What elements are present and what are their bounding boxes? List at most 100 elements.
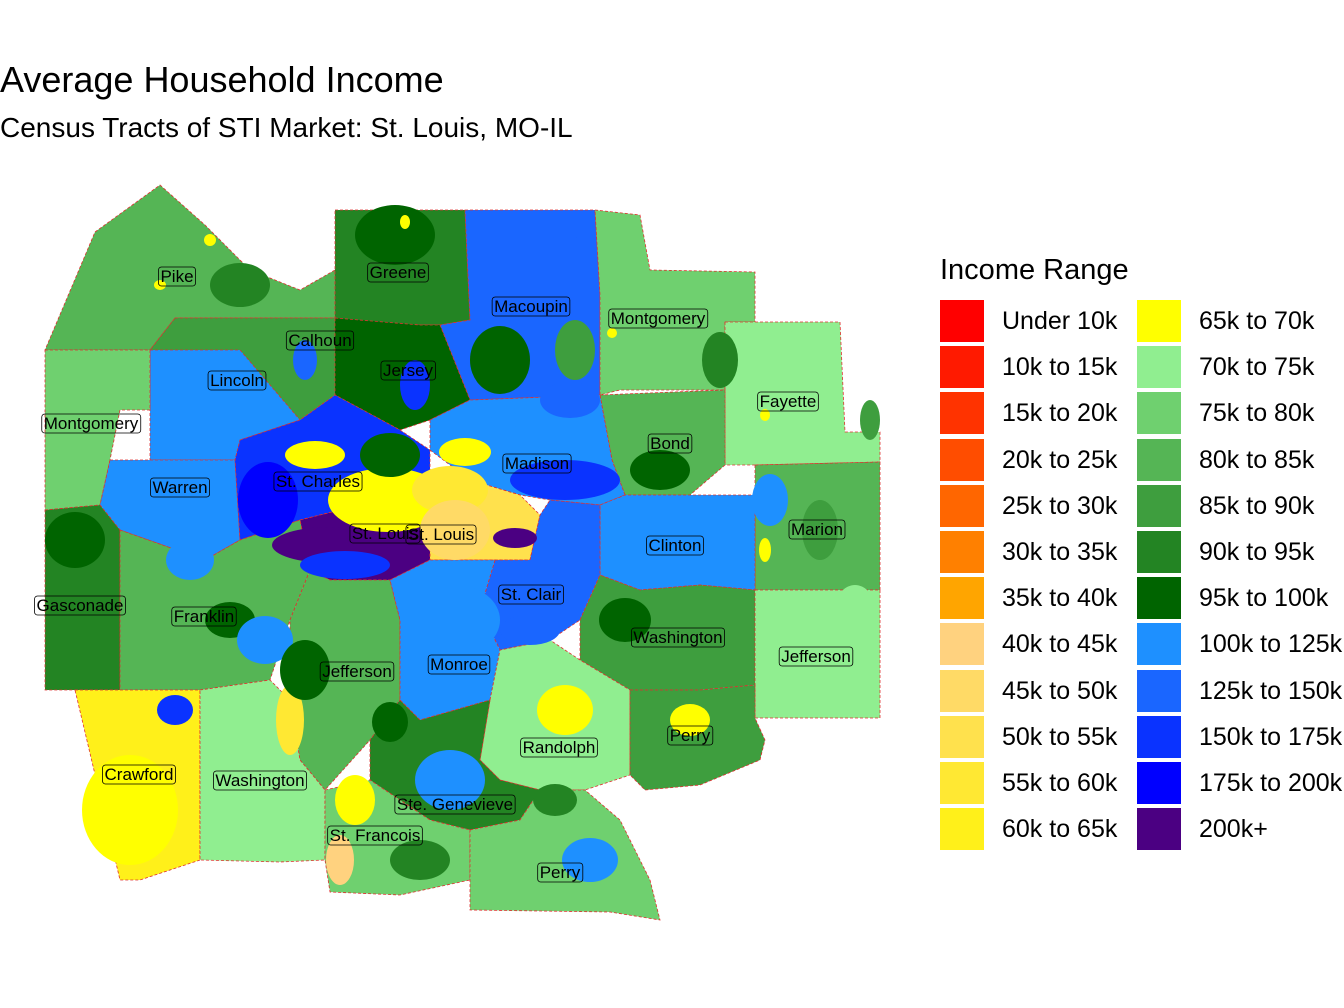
legend-swatch <box>940 346 984 389</box>
legend-swatch <box>1137 484 1181 527</box>
legend-label: 60k to 65k <box>1002 815 1118 844</box>
tract-patch <box>752 474 788 526</box>
county-label-text: Washington <box>633 628 722 647</box>
legend-label: 100k to 125k <box>1199 630 1343 659</box>
county-label-text: Jefferson <box>322 662 392 681</box>
county-label-box <box>380 360 436 381</box>
tract-patch <box>412 466 488 514</box>
tract-patch <box>285 441 345 469</box>
tract-patch <box>535 235 595 305</box>
tract-patch <box>802 500 838 560</box>
county-label-box <box>158 266 196 287</box>
legend-swatch <box>940 761 984 804</box>
tract-patch <box>326 835 354 885</box>
county-label: Perry <box>667 725 714 746</box>
tract-patch <box>157 695 193 725</box>
county-label-text: Pike <box>160 267 193 286</box>
county-label-box <box>327 825 423 846</box>
legend-swatch <box>940 438 984 481</box>
tract-patch <box>166 540 214 580</box>
county-label: Montgomery <box>41 413 142 434</box>
legend-swatch <box>940 300 984 342</box>
county-label-text: Monroe <box>430 655 488 674</box>
county-label-box <box>647 433 693 454</box>
county-label-text: Clinton <box>649 536 702 555</box>
map-subtitle: Census Tracts of STI Market: St. Louis, … <box>0 112 573 143</box>
county-label: Randolph <box>520 737 598 758</box>
county-label-text: Ste. Genevieve <box>397 795 513 814</box>
county-label-box <box>520 737 598 758</box>
county-label-text: St. Clair <box>501 585 562 604</box>
legend-label: 85k to 90k <box>1199 491 1315 520</box>
tract-patch <box>470 326 530 394</box>
tract-patch <box>670 704 710 736</box>
tract-patch <box>630 450 690 490</box>
county-region <box>629 684 766 791</box>
legend-swatch <box>940 392 984 435</box>
county-label-text: Gasconade <box>37 596 124 615</box>
county-label: Greene <box>367 262 429 283</box>
county-label-box <box>102 764 176 785</box>
county-label: Clinton <box>646 535 704 556</box>
county-label-box <box>367 262 429 283</box>
county-label: Warren <box>150 477 210 498</box>
county-label: Montgomery <box>608 308 709 329</box>
county-label: Franklin <box>171 606 237 627</box>
tract-patch <box>400 360 430 410</box>
tract-patch <box>500 615 560 645</box>
county-label: St. Francois <box>327 825 423 846</box>
legend-label: 10k to 15k <box>1002 353 1118 382</box>
county-label-text: Crawford <box>105 765 174 784</box>
tract-patch <box>280 640 330 700</box>
county-label: Bond <box>647 433 693 454</box>
legend-label: 35k to 40k <box>1002 584 1118 613</box>
county-label-text: Jersey <box>383 361 434 380</box>
county-label-text: St. Francois <box>330 826 421 845</box>
tract-patch <box>420 500 490 560</box>
tract-patch <box>360 433 420 477</box>
county-label-box <box>788 519 846 540</box>
county-label: Jefferson <box>778 646 854 667</box>
tract-patch <box>555 320 595 380</box>
legend-label: 175k to 200k <box>1199 768 1343 797</box>
tract-patch <box>372 702 408 742</box>
legend-swatch <box>1137 808 1181 851</box>
county-label-box <box>427 654 491 675</box>
legend-label: 45k to 50k <box>1002 676 1118 705</box>
legend-swatch <box>1137 623 1181 666</box>
legend-swatch <box>1137 392 1181 435</box>
legend-swatch <box>1137 438 1181 481</box>
county-label-box <box>608 308 709 329</box>
tract-patch <box>493 528 537 548</box>
county-label-box <box>667 725 714 746</box>
legend-title: Income Range <box>940 254 1129 286</box>
legend-label: 30k to 35k <box>1002 537 1118 566</box>
county-label-text: St. Louis <box>408 525 474 544</box>
county-label-text: Perry <box>670 726 711 745</box>
county-label-box <box>285 330 355 351</box>
county-label-text: Montgomery <box>611 309 706 328</box>
legend: Income Range Under 10k 10k to 15k 15k to 2… <box>940 250 1344 851</box>
county-label-box <box>394 794 516 815</box>
tract-patch <box>537 685 593 735</box>
legend-swatch <box>1137 530 1181 573</box>
legend-label: 25k to 30k <box>1002 491 1118 520</box>
county-label-box <box>349 523 421 544</box>
legend-swatch <box>940 577 984 620</box>
county-label-text: Lincoln <box>210 371 264 390</box>
legend-label: 70k to 75k <box>1199 353 1315 382</box>
county-label-text: Calhoun <box>288 331 351 350</box>
legend-swatch <box>1137 346 1181 389</box>
county-label-text: Bond <box>650 434 690 453</box>
county-label-text: Jefferson <box>781 647 851 666</box>
legend-swatch <box>940 715 984 758</box>
legend-label: 80k to 85k <box>1199 445 1315 474</box>
tract-patch <box>238 462 298 538</box>
county-label: St. Louis <box>349 523 421 544</box>
legend-label: 40k to 45k <box>1002 630 1118 659</box>
tract-patch <box>510 460 620 500</box>
county-label-text: Montgomery <box>44 414 139 433</box>
tract-patch <box>390 840 450 880</box>
county-label: Monroe <box>427 654 491 675</box>
legend-swatch <box>940 530 984 573</box>
